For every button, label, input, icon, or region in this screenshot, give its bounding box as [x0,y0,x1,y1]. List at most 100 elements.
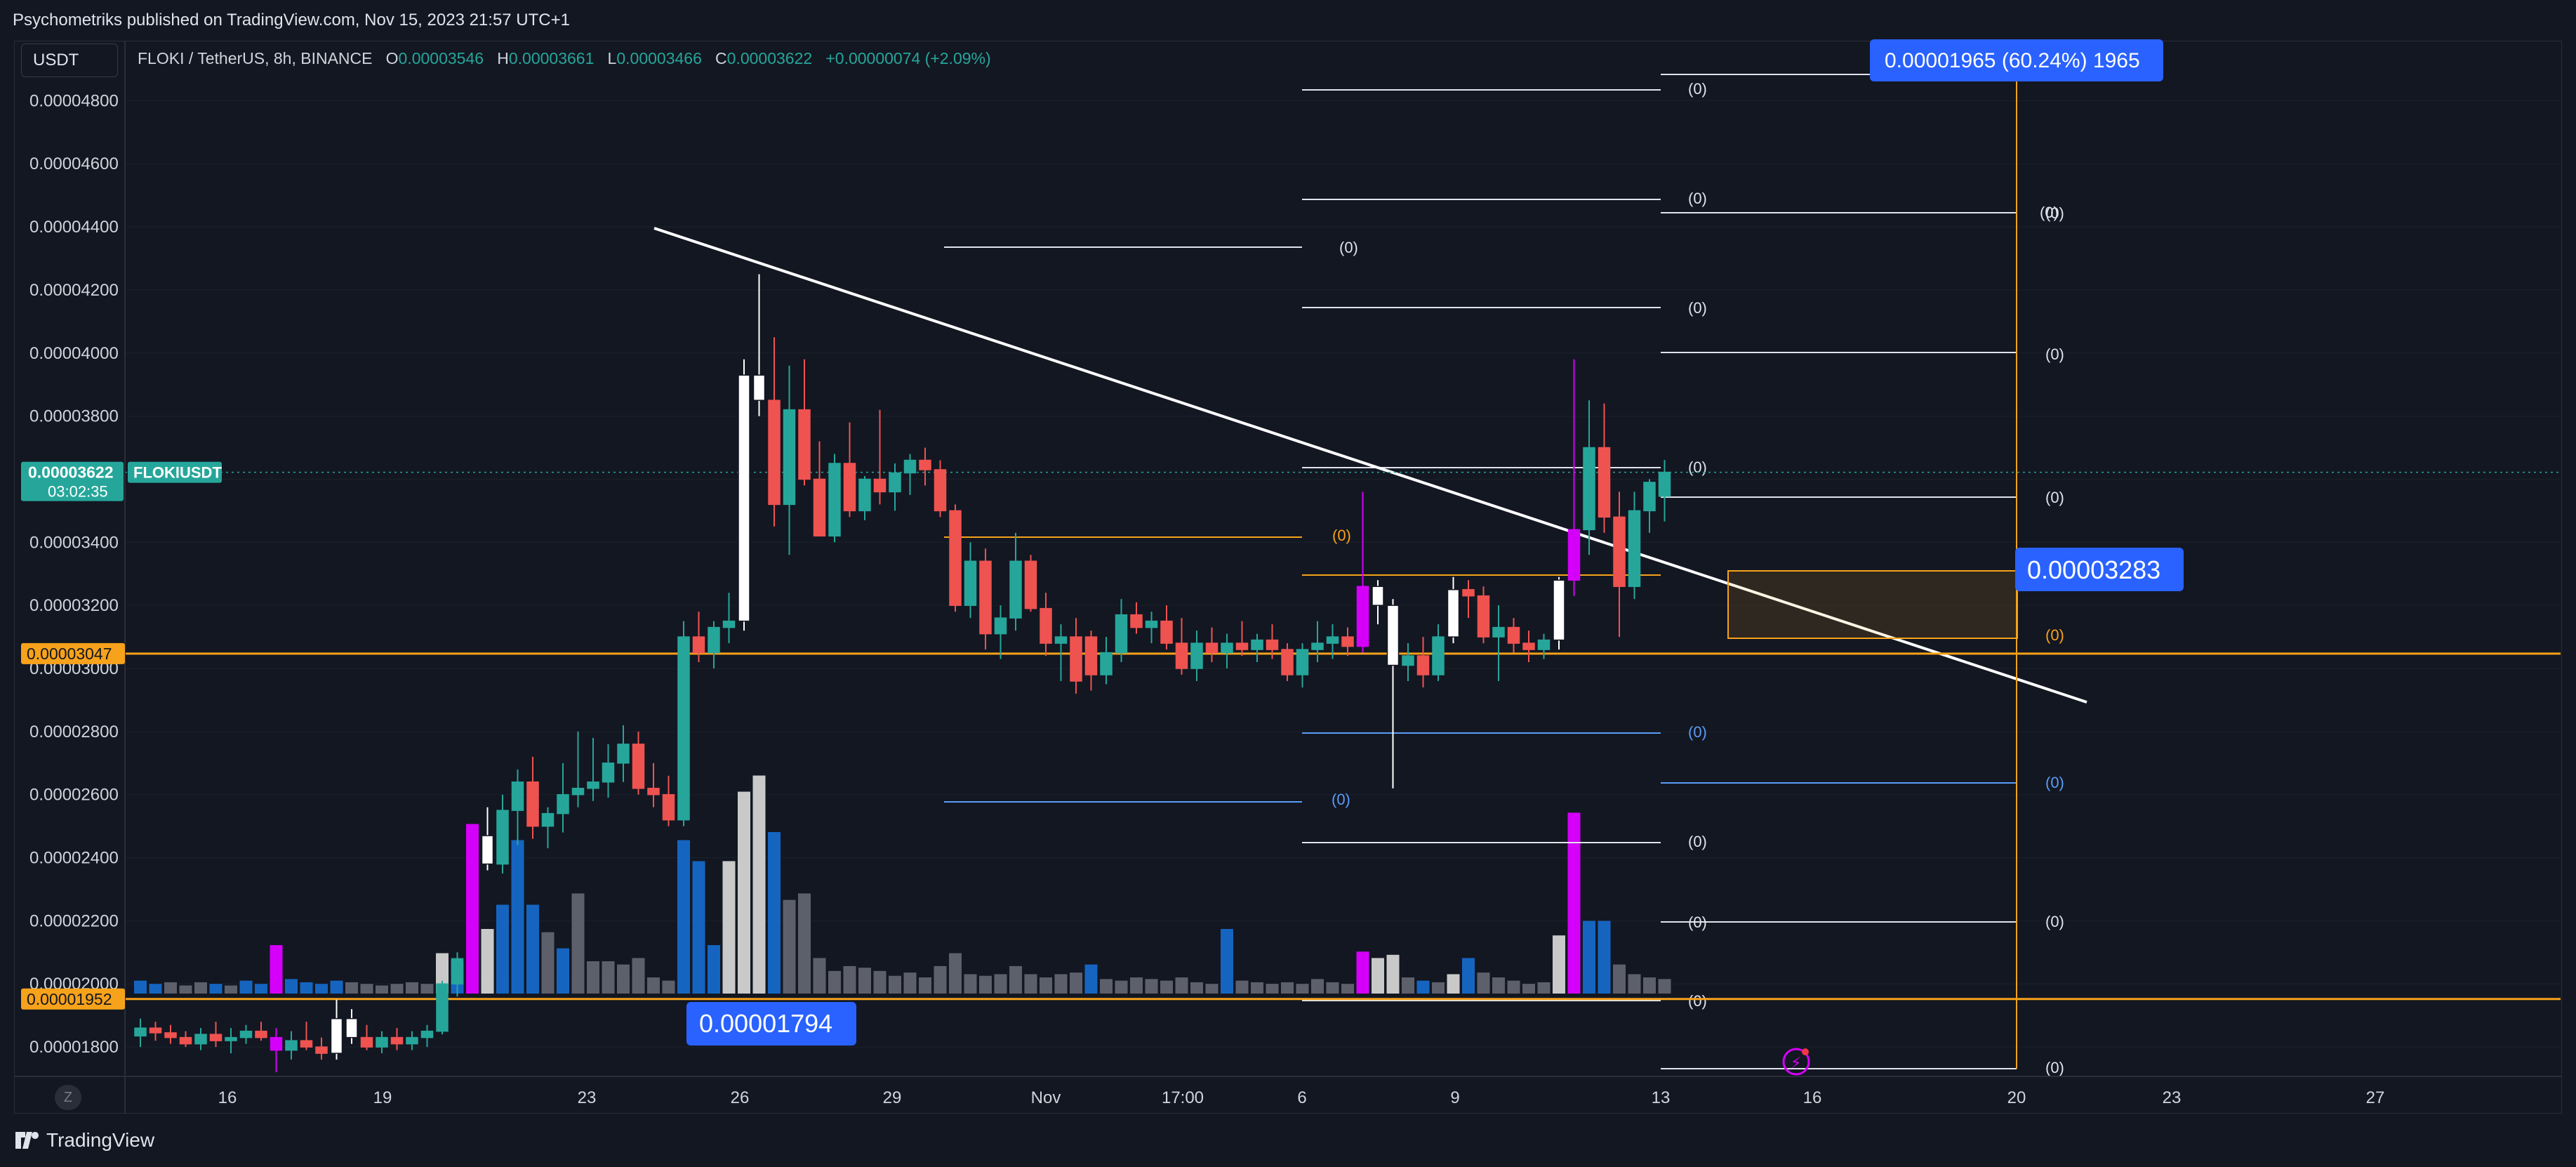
volume-bar [722,861,736,994]
x-tick-label: 13 [1652,1088,1671,1107]
volume-bar [768,832,781,994]
volume-bar [602,961,615,994]
x-tick-label: 27 [2366,1088,2385,1107]
footer-brand: TradingView [46,1129,155,1151]
candle-body [1235,642,1249,650]
measure-label-text: 0.00001965 (60.24%) 1965 [1885,49,2140,72]
event-lightning-icon [1782,1048,1810,1076]
candle-body [285,1040,298,1051]
footer: TradingView [0,1114,2576,1167]
candle-body [738,374,750,622]
candle-body [858,478,871,512]
currency-selector[interactable]: USDT [21,44,118,77]
volume-bar [934,965,947,994]
fib-zero-label: (0) [2045,204,2064,222]
volume-bar [239,980,253,994]
volume-bar [1024,974,1037,994]
close-label: C [715,49,727,67]
candle-body [1522,642,1535,650]
volume-bar [1175,977,1188,994]
candle-body [1130,614,1143,628]
volume-bar [496,904,509,994]
candle-body [1084,636,1098,675]
candle-body [1190,642,1203,669]
candle-body [1447,588,1460,638]
volume-bar [1432,982,1445,994]
volume-bar [1567,812,1581,994]
candle-body [179,1036,192,1045]
symbol-title[interactable]: FLOKI / TetherUS, 8h, BINANCE [138,49,373,67]
volume-bar [526,904,539,994]
volume-bar [1537,982,1551,994]
fib-zero-label: (0) [1688,299,1707,317]
y-tick-label: 0.00003200 [29,596,119,615]
volume-bar [783,899,796,994]
volume-bar [587,961,599,994]
candle-body [587,781,599,789]
candle-body [1567,529,1581,581]
published-header: Psychometriks published on TradingView.c… [0,0,2576,41]
volume-bar [1326,982,1339,994]
volume-bar [979,975,992,994]
high-label: H [497,49,509,67]
candle-body [1145,620,1158,628]
candles [134,274,1671,1073]
auto-scale-button[interactable]: Z [55,1085,81,1110]
candle-body [496,810,509,865]
fib-zero-label: (0) [1688,459,1707,476]
volume-bar [1492,977,1505,994]
x-tick-label: 19 [373,1088,392,1107]
volume-bar [692,861,705,994]
volume-bar [677,840,690,994]
volume-bar [1658,979,1671,994]
y-tick-label: 0.00004200 [29,281,119,300]
price-note-text: 0.00003283 [2027,555,2160,584]
price-note-text: 0.00001794 [699,1009,832,1038]
volume-bar [949,953,962,994]
candle-body [1266,639,1279,650]
fib-zero-label: (0) [1332,791,1350,808]
candle-body [994,617,1007,635]
volume-bar [1402,977,1414,994]
low-value: 0.00003466 [616,49,702,67]
volume-bar [828,970,841,994]
candle-body [376,1036,388,1048]
volume-bar [873,970,887,994]
volume-bar [994,974,1007,994]
candle-body [1416,655,1430,675]
candle-body [1643,482,1656,512]
y-tick-label: 0.00003400 [29,533,119,552]
overlays: 0.00001794 0.00003283 0.00001965 (60.24%) … [686,39,2184,1076]
candle-body [617,744,630,764]
volume-bar [1054,974,1068,994]
candle-body [919,459,931,470]
y-tick-label: 0.00002200 [29,911,119,930]
candle-body [406,1036,418,1045]
x-tick-label: 16 [218,1088,237,1107]
volume-bar [149,984,162,994]
volume-bar [1130,977,1143,994]
candle-body [255,1030,267,1039]
candle-body [1492,626,1505,638]
volume-bar [360,984,373,994]
candle-body [903,459,917,474]
candle-body [889,472,901,493]
x-tick-label: 16 [1803,1088,1822,1107]
volume-bar [662,980,675,994]
candle-body [1160,620,1173,644]
fib-zero-label: (0) [2045,1059,2064,1076]
x-tick-label: Nov [1031,1088,1061,1107]
candle-body [149,1027,162,1034]
candle-body [1341,636,1354,647]
x-tick-label: 29 [883,1088,902,1107]
y-tick-label: 0.00004800 [29,91,119,110]
chart-frame [14,41,2562,1114]
volume-bar [1070,972,1082,994]
volume-bar [798,893,811,994]
open-value: 0.00003546 [398,49,484,67]
volume-bar [420,984,434,994]
volume-bar [1643,977,1656,994]
candle-body [1281,649,1294,675]
candle-body [979,560,992,635]
